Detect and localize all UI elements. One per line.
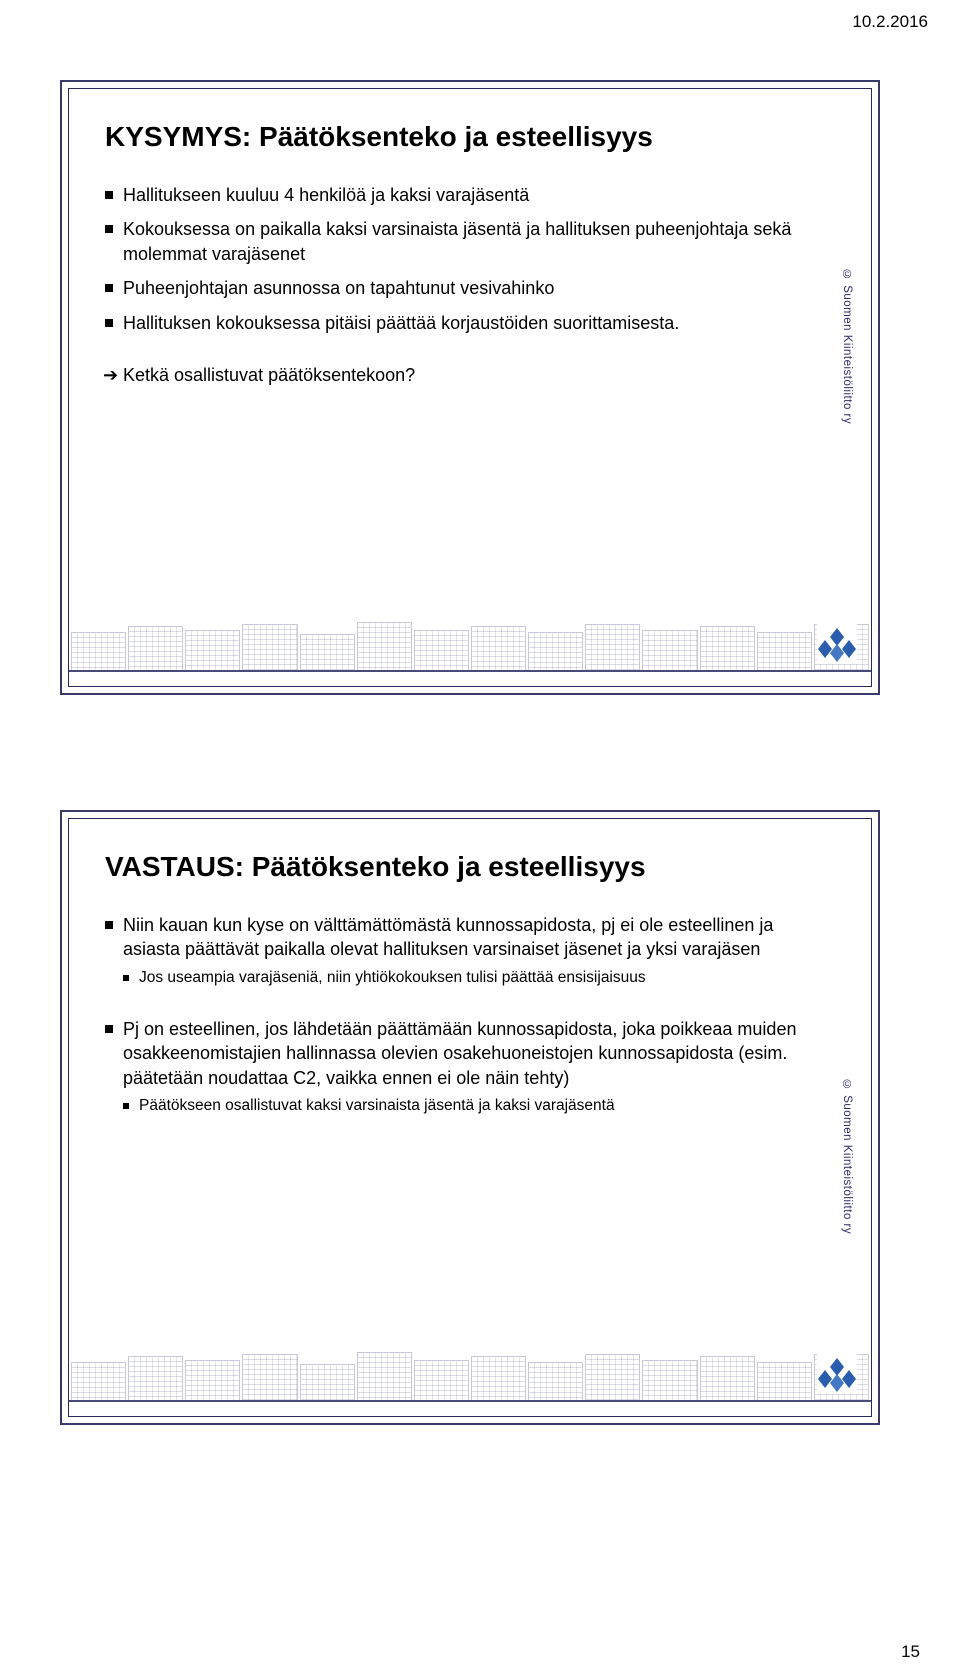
page-number: 15 (901, 1642, 920, 1662)
slide-footer (69, 1340, 871, 1416)
buildings-graphic (69, 620, 871, 670)
sub-list: Päätökseen osallistuvat kaksi varsinaist… (123, 1096, 835, 1117)
slide-inner-frame: KYSYMYS: Päätöksenteko ja esteellisyys H… (68, 88, 872, 687)
list-item-text: Niin kauan kun kyse on välttämättömästä … (123, 915, 773, 959)
slide-2: VASTAUS: Päätöksenteko ja esteellisyys N… (60, 810, 880, 1425)
copyright-text: © Suomen Kiinteistöliitto ry (839, 1079, 853, 1234)
slide2-block1: Niin kauan kun kyse on välttämättömästä … (105, 913, 835, 989)
copyright-text: © Suomen Kiinteistöliitto ry (839, 269, 853, 424)
slide-footer (69, 610, 871, 686)
list-item: Kokouksessa on paikalla kaksi varsinaist… (105, 217, 835, 266)
slide-1: KYSYMYS: Päätöksenteko ja esteellisyys H… (60, 80, 880, 695)
list-item: Hallitukseen kuuluu 4 henkilöä ja kaksi … (105, 183, 835, 207)
logo-icon (817, 624, 857, 664)
list-item: Hallituksen kokouksessa pitäisi päättää … (105, 311, 835, 335)
list-item: Pj on esteellinen, jos lähdetään päättäm… (105, 1017, 835, 1117)
slide2-block2: Pj on esteellinen, jos lähdetään päättäm… (105, 1017, 835, 1117)
list-item: Niin kauan kun kyse on välttämättömästä … (105, 913, 835, 989)
slide1-arrow-list: Ketkä osallistuvat päätöksentekoon? (105, 363, 835, 387)
sub-list: Jos useampia varajäseniä, niin yhtiökoko… (123, 968, 835, 989)
slide-outer-frame: KYSYMYS: Päätöksenteko ja esteellisyys H… (60, 80, 880, 695)
page-date: 10.2.2016 (852, 12, 928, 32)
sub-list-item: Jos useampia varajäseniä, niin yhtiökoko… (123, 968, 835, 989)
arrow-item: Ketkä osallistuvat päätöksentekoon? (105, 363, 835, 387)
slide-outer-frame: VASTAUS: Päätöksenteko ja esteellisyys N… (60, 810, 880, 1425)
sub-list-item: Päätökseen osallistuvat kaksi varsinaist… (123, 1096, 835, 1117)
slide1-bullet-list: Hallitukseen kuuluu 4 henkilöä ja kaksi … (105, 183, 835, 335)
slide2-title: VASTAUS: Päätöksenteko ja esteellisyys (105, 849, 835, 885)
buildings-graphic (69, 1350, 871, 1400)
logo-icon (817, 1354, 857, 1394)
list-item: Puheenjohtajan asunnossa on tapahtunut v… (105, 276, 835, 300)
list-item-text: Pj on esteellinen, jos lähdetään päättäm… (123, 1019, 796, 1088)
slide-inner-frame: VASTAUS: Päätöksenteko ja esteellisyys N… (68, 818, 872, 1417)
slide1-title: KYSYMYS: Päätöksenteko ja esteellisyys (105, 119, 835, 155)
